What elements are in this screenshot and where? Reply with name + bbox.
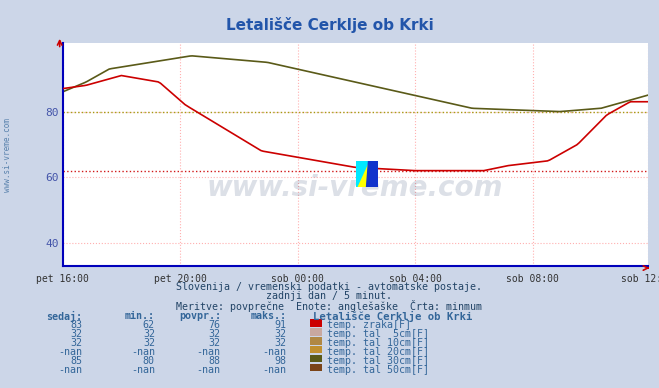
Text: sob 04:00: sob 04:00 [389, 274, 442, 284]
Text: maks.:: maks.: [250, 311, 287, 321]
Text: temp. tal 50cm[F]: temp. tal 50cm[F] [327, 365, 429, 375]
Text: Meritve: povprečne  Enote: anglešaške  Črta: minmum: Meritve: povprečne Enote: anglešaške Črt… [177, 300, 482, 312]
Text: 80: 80 [143, 356, 155, 366]
Text: sob 12:00: sob 12:00 [621, 274, 659, 284]
Text: Letališče Cerklje ob Krki: Letališče Cerklje ob Krki [313, 311, 473, 322]
Text: pet 16:00: pet 16:00 [36, 274, 89, 284]
Text: 32: 32 [71, 329, 82, 339]
Text: sob 08:00: sob 08:00 [506, 274, 559, 284]
Text: zadnji dan / 5 minut.: zadnji dan / 5 minut. [266, 291, 393, 301]
Text: 32: 32 [209, 338, 221, 348]
Text: temp. tal 30cm[F]: temp. tal 30cm[F] [327, 356, 429, 366]
Text: sedaj:: sedaj: [46, 311, 82, 322]
Text: temp. tal  5cm[F]: temp. tal 5cm[F] [327, 329, 429, 339]
Text: 83: 83 [71, 320, 82, 330]
Text: Slovenija / vremenski podatki - avtomatske postaje.: Slovenija / vremenski podatki - avtomats… [177, 282, 482, 292]
Text: 32: 32 [209, 329, 221, 339]
Text: -nan: -nan [131, 365, 155, 375]
Text: 76: 76 [209, 320, 221, 330]
Polygon shape [357, 161, 368, 187]
Text: 98: 98 [275, 356, 287, 366]
Text: 88: 88 [209, 356, 221, 366]
Text: pet 20:00: pet 20:00 [154, 274, 206, 284]
Text: -nan: -nan [263, 347, 287, 357]
Text: 32: 32 [275, 329, 287, 339]
Text: povpr.:: povpr.: [179, 311, 221, 321]
Text: sob 00:00: sob 00:00 [272, 274, 324, 284]
Text: 32: 32 [143, 338, 155, 348]
Text: 32: 32 [275, 338, 287, 348]
Text: -nan: -nan [263, 365, 287, 375]
Text: -nan: -nan [59, 365, 82, 375]
Text: -nan: -nan [59, 347, 82, 357]
Text: -nan: -nan [197, 347, 221, 357]
Text: 62: 62 [143, 320, 155, 330]
Polygon shape [366, 161, 378, 187]
Text: -nan: -nan [131, 347, 155, 357]
Text: www.si-vreme.com: www.si-vreme.com [207, 174, 503, 202]
Text: www.si-vreme.com: www.si-vreme.com [3, 118, 13, 192]
Text: temp. tal 10cm[F]: temp. tal 10cm[F] [327, 338, 429, 348]
Text: min.:: min.: [125, 311, 155, 321]
Text: 32: 32 [71, 338, 82, 348]
Text: 32: 32 [143, 329, 155, 339]
Text: temp. zraka[F]: temp. zraka[F] [327, 320, 411, 330]
Text: Letališče Cerklje ob Krki: Letališče Cerklje ob Krki [225, 17, 434, 33]
Text: 91: 91 [275, 320, 287, 330]
Text: temp. tal 20cm[F]: temp. tal 20cm[F] [327, 347, 429, 357]
Text: -nan: -nan [197, 365, 221, 375]
Text: 85: 85 [71, 356, 82, 366]
